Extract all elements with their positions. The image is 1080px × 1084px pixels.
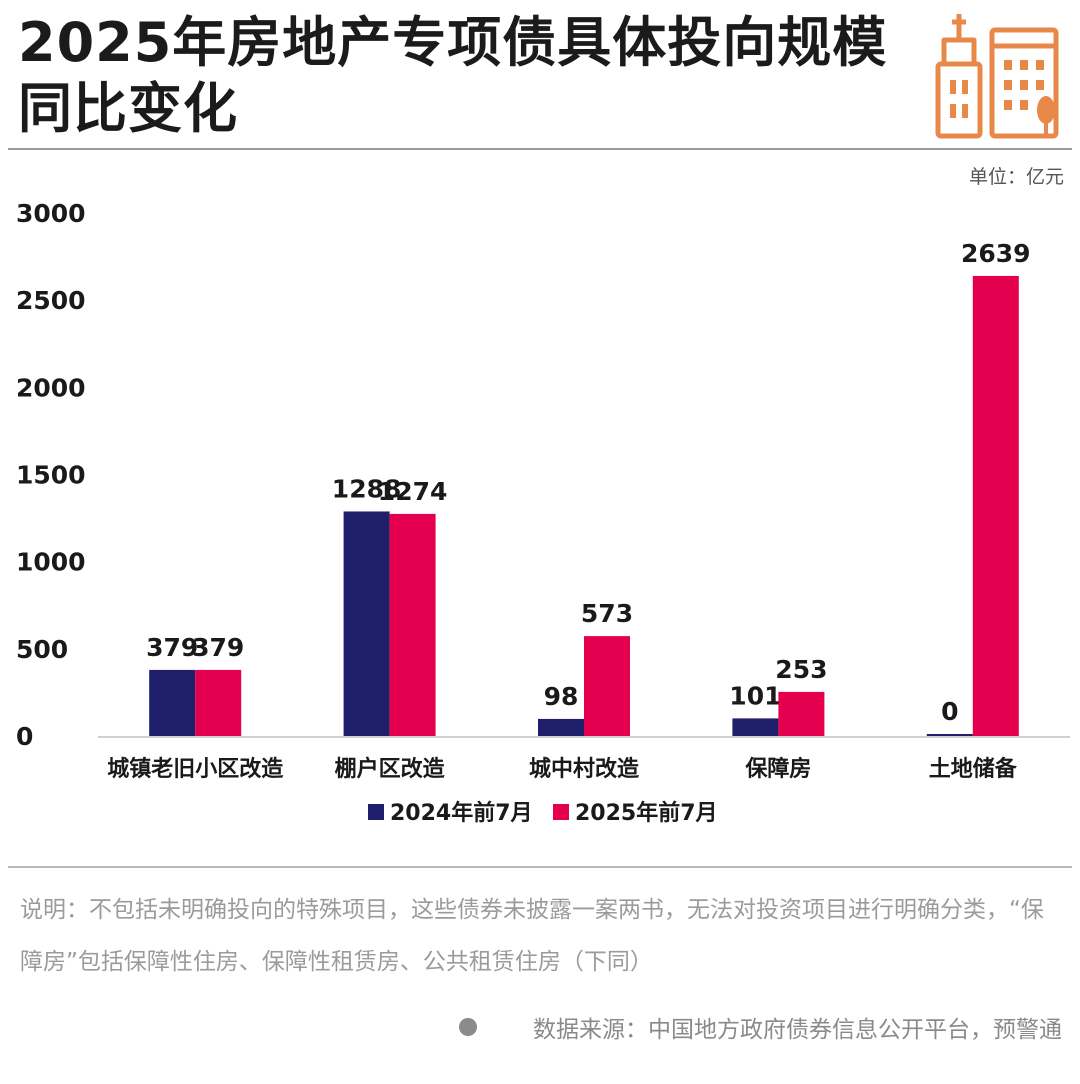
y-tick-label: 500 bbox=[16, 635, 68, 664]
bar bbox=[149, 669, 196, 736]
y-tick-label: 1000 bbox=[16, 548, 86, 577]
legend-label: 2024年前7月 bbox=[390, 800, 533, 826]
source-row: 数据来源：中国地方政府债券信息公开平台，预警通 bbox=[459, 1010, 1062, 1044]
footer-divider bbox=[8, 866, 1072, 868]
bar bbox=[732, 718, 779, 736]
data-label: 253 bbox=[775, 655, 827, 684]
y-tick-label: 3000 bbox=[16, 199, 86, 228]
bar bbox=[538, 718, 584, 736]
header-divider bbox=[8, 148, 1072, 150]
legend-swatch bbox=[368, 804, 384, 820]
footnote: 说明：不包括未明确投向的特殊项目，这些债券未披露一案两书，无法对投资项目进行明确… bbox=[20, 897, 1044, 975]
data-label: 379 bbox=[192, 633, 244, 662]
data-label: 379 bbox=[146, 633, 198, 662]
legend-swatch bbox=[553, 804, 569, 820]
bar bbox=[584, 636, 630, 736]
y-tick-label: 2000 bbox=[16, 373, 86, 402]
buildings-logo-icon bbox=[935, 14, 1059, 139]
data-label: 2639 bbox=[961, 239, 1031, 268]
bar bbox=[389, 513, 436, 736]
y-tick-label: 2500 bbox=[16, 286, 86, 315]
y-tick-label: 0 bbox=[16, 722, 33, 751]
x-tick-label: 保障房 bbox=[744, 756, 811, 782]
x-tick-label: 城镇老旧小区改造 bbox=[107, 756, 283, 782]
data-label: 1274 bbox=[378, 477, 448, 506]
data-label: 101 bbox=[729, 681, 781, 710]
page-title: 2025年房地产专项债具体投向规模同比变化 bbox=[18, 11, 888, 140]
data-source: 数据来源：中国地方政府债券信息公开平台，预警通 bbox=[533, 1017, 1062, 1043]
data-label: 1288 bbox=[332, 474, 402, 503]
bullet-dot-icon bbox=[459, 1018, 477, 1036]
bar bbox=[195, 669, 242, 736]
x-tick-label: 城中村改造 bbox=[529, 756, 639, 782]
x-tick-label: 土地储备 bbox=[929, 756, 1018, 782]
legend-label: 2025年前7月 bbox=[575, 800, 718, 826]
data-label: 0 bbox=[941, 697, 958, 726]
data-label: 573 bbox=[581, 599, 633, 628]
bar bbox=[778, 691, 825, 736]
data-label: 98 bbox=[544, 682, 579, 711]
bar bbox=[926, 734, 973, 736]
bar bbox=[972, 275, 1019, 736]
unit-label: 单位：亿元 bbox=[968, 166, 1064, 188]
bar bbox=[343, 511, 390, 736]
x-tick-label: 棚户区改造 bbox=[335, 756, 445, 782]
y-tick-label: 1500 bbox=[16, 461, 86, 490]
